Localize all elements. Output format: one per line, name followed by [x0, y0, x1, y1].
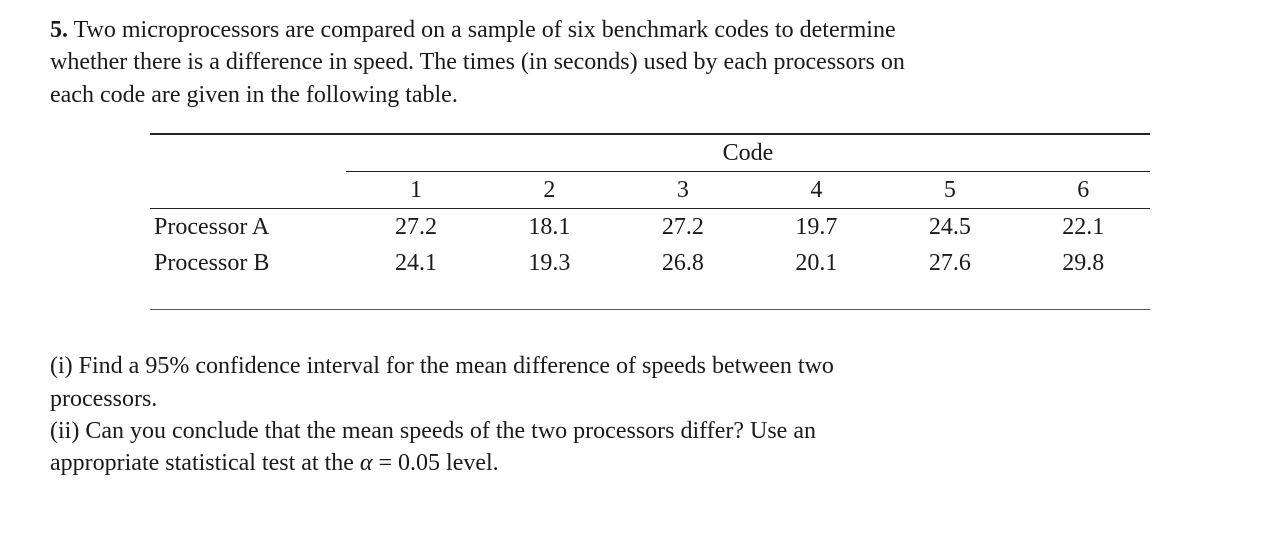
col-num-1: 1: [349, 174, 482, 206]
table-row-proc-b: Processor B 24.1 19.3 26.8 20.1 27.6 29.…: [150, 245, 1150, 281]
part-ii-line-1: (ii) Can you conclude that the mean spee…: [50, 418, 816, 444]
table-header-row-1: Code: [150, 135, 1150, 171]
question-page: 5. Two microprocessors are compared on a…: [0, 0, 1268, 480]
cell-b-4: 20.1: [750, 247, 883, 279]
table-rule-bottom: [150, 309, 1150, 310]
part-i-line-1: (i) Find a 95% confidence interval for t…: [50, 353, 834, 379]
cell-b-5: 27.6: [883, 247, 1016, 279]
cell-a-2: 18.1: [483, 211, 616, 243]
cell-a-3: 27.2: [616, 211, 749, 243]
col-num-3: 3: [616, 174, 749, 206]
col-num-6: 6: [1017, 174, 1150, 206]
cell-a-4: 19.7: [750, 211, 883, 243]
prompt-line-3: each code are given in the following tab…: [50, 82, 458, 108]
row-label-b: Processor B: [150, 247, 349, 279]
part-ii-line-2-pre: appropriate statistical test at the: [50, 450, 360, 476]
cell-b-3: 26.8: [616, 247, 749, 279]
question-parts: (i) Find a 95% confidence interval for t…: [50, 350, 1218, 480]
data-table: Code 1 2 3 4 5 6 Processor A 27.2 18.1 2…: [150, 133, 1150, 310]
col-num-5: 5: [883, 174, 1016, 206]
table-row-proc-a: Processor A 27.2 18.1 27.2 19.7 24.5 22.…: [150, 209, 1150, 245]
cell-a-5: 24.5: [883, 211, 1016, 243]
cell-a-6: 22.1: [1017, 211, 1150, 243]
cell-b-6: 29.8: [1017, 247, 1150, 279]
table-header-code: Code: [346, 137, 1150, 171]
cell-b-2: 19.3: [483, 247, 616, 279]
part-i-line-2: processors.: [50, 386, 157, 412]
question-prompt: 5. Two microprocessors are compared on a…: [50, 14, 1218, 111]
table-gap: [150, 281, 1150, 309]
prompt-line-1: Two microprocessors are compared on a sa…: [68, 17, 896, 43]
part-ii-line-2-post: = 0.05 level.: [373, 450, 499, 476]
row-label-a: Processor A: [150, 211, 349, 243]
col-num-4: 4: [750, 174, 883, 206]
cell-a-1: 27.2: [349, 211, 482, 243]
alpha-symbol: α: [360, 450, 373, 476]
table-column-numbers: 1 2 3 4 5 6: [150, 172, 1150, 208]
prompt-line-2: whether there is a difference in speed. …: [50, 49, 905, 75]
question-number: 5.: [50, 17, 68, 43]
cell-b-1: 24.1: [349, 247, 482, 279]
col-num-2: 2: [483, 174, 616, 206]
